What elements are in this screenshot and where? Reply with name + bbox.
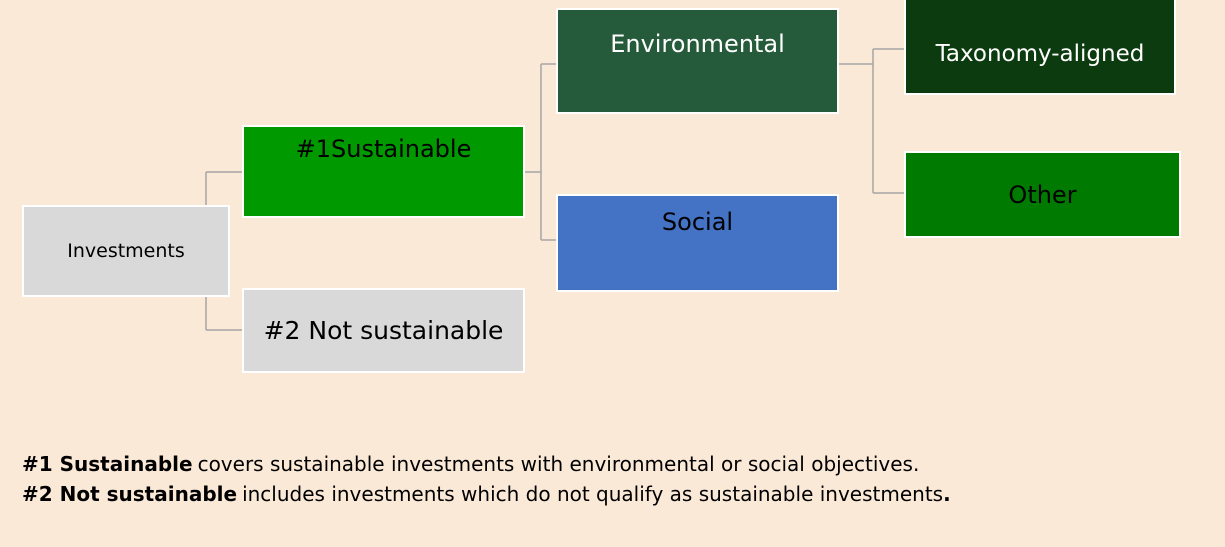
node-label: Investments bbox=[67, 240, 185, 262]
footnote-end: . bbox=[943, 482, 951, 506]
footnote: #2 Not sustainable includes investments w… bbox=[22, 482, 951, 506]
node: Other bbox=[904, 151, 1181, 238]
node-label: Social bbox=[661, 208, 734, 236]
footnote-text: covers sustainable investments with envi… bbox=[197, 452, 920, 476]
node-label: Other bbox=[1008, 180, 1077, 209]
node: #2 Not sustainable bbox=[242, 288, 525, 373]
footnote: #1 Sustainable covers sustainable investm… bbox=[22, 452, 919, 476]
node: #1Sustainable bbox=[242, 125, 525, 218]
footnote-text: includes investments which do not qualif… bbox=[242, 482, 944, 506]
node-label: #1Sustainable bbox=[295, 135, 472, 163]
node: Taxonomy-aligned bbox=[904, 0, 1176, 95]
node-label: Taxonomy-aligned bbox=[935, 40, 1145, 67]
footnote-term: #1 Sustainable bbox=[22, 452, 193, 476]
node-label: Environmental bbox=[610, 30, 785, 58]
node: Environmental bbox=[556, 8, 839, 114]
node-label: #2 Not sustainable bbox=[263, 316, 504, 345]
footnote-term: #2 Not sustainable bbox=[22, 482, 238, 506]
node: Investments bbox=[22, 205, 230, 297]
node: Social bbox=[556, 194, 839, 292]
